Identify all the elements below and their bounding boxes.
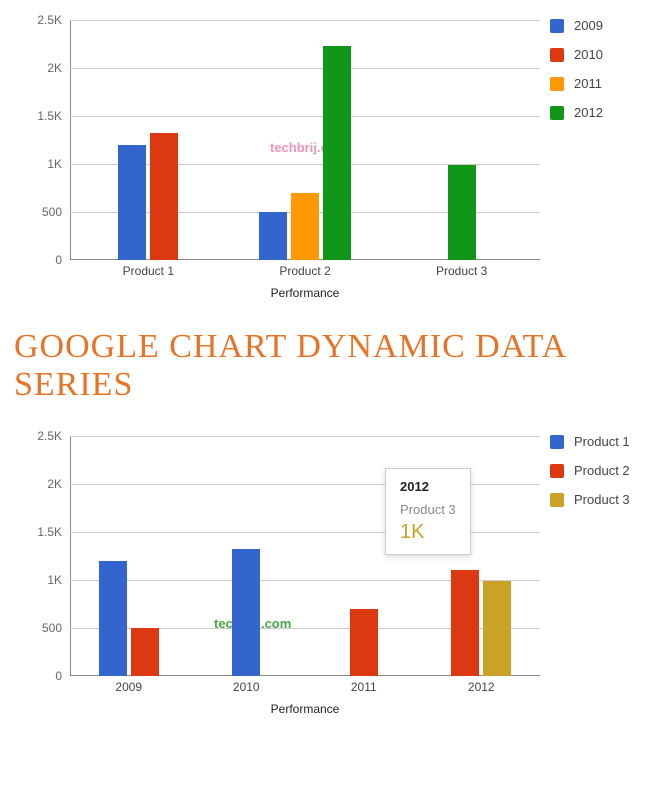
xtick-label: 2009 <box>115 680 142 694</box>
xaxis-label-2: Performance <box>70 702 540 716</box>
ytick-label: 0 <box>10 669 62 683</box>
ytick-label: 0 <box>10 253 62 267</box>
ytick-label: 2K <box>10 477 62 491</box>
legend-item[interactable]: Product 2 <box>550 463 650 478</box>
xtick-label: 2011 <box>351 680 377 694</box>
legend-swatch <box>550 106 564 120</box>
xtick-label: 2012 <box>468 680 495 694</box>
bar[interactable] <box>118 145 146 260</box>
legend-label: Product 1 <box>574 434 630 449</box>
grid-line <box>70 436 540 437</box>
legend-label: 2009 <box>574 18 603 33</box>
legend-swatch <box>550 435 564 449</box>
bar[interactable] <box>131 628 159 676</box>
title-banner: GOOGLE CHART DYNAMIC DATA SERIES <box>14 328 652 404</box>
legend-item[interactable]: Product 3 <box>550 492 650 507</box>
legend-item[interactable]: 2009 <box>550 18 650 33</box>
bar[interactable] <box>99 561 127 676</box>
xtick-label: Product 3 <box>436 264 487 278</box>
xtick-label: 2010 <box>233 680 260 694</box>
ytick-label: 1K <box>10 157 62 171</box>
legend-label: Product 2 <box>574 463 630 478</box>
legend-swatch <box>550 464 564 478</box>
legend-swatch <box>550 77 564 91</box>
ytick-label: 1.5K <box>10 109 62 123</box>
grid-line <box>70 68 540 69</box>
ytick-label: 2K <box>10 61 62 75</box>
legend-1: 2009 2010 2011 2012 <box>550 18 650 134</box>
tooltip: 2012 Product 3 1K <box>385 468 471 555</box>
ytick-label: 2.5K <box>10 13 62 27</box>
legend-label: 2012 <box>574 105 603 120</box>
grid-line <box>70 20 540 21</box>
tooltip-title: 2012 <box>400 479 456 494</box>
bar[interactable] <box>323 46 351 260</box>
bar[interactable] <box>232 549 260 676</box>
legend-item[interactable]: Product 1 <box>550 434 650 449</box>
legend-swatch <box>550 19 564 33</box>
legend-item[interactable]: 2010 <box>550 47 650 62</box>
legend-label: Product 3 <box>574 492 630 507</box>
bar[interactable] <box>483 581 511 676</box>
legend-label: 2011 <box>574 76 602 91</box>
chart-1: 2009201020112012 techbrij.com Performanc… <box>10 10 650 310</box>
legend-swatch <box>550 493 564 507</box>
bar[interactable] <box>448 165 476 260</box>
bar[interactable] <box>291 193 319 260</box>
ytick-label: 1.5K <box>10 525 62 539</box>
legend-item[interactable]: 2012 <box>550 105 650 120</box>
bar[interactable] <box>150 133 178 260</box>
grid-line <box>70 116 540 117</box>
xaxis-label-1: Performance <box>70 286 540 300</box>
ytick-label: 500 <box>10 205 62 219</box>
legend-swatch <box>550 48 564 62</box>
bar[interactable] <box>451 570 479 676</box>
tooltip-label: Product 3 <box>400 502 456 517</box>
bar[interactable] <box>259 212 287 260</box>
legend-item[interactable]: 2011 <box>550 76 650 91</box>
ytick-label: 500 <box>10 621 62 635</box>
legend-2: Product 1 Product 2 Product 3 <box>550 434 650 521</box>
tooltip-value: 1K <box>400 521 456 544</box>
ytick-label: 1K <box>10 573 62 587</box>
legend-label: 2010 <box>574 47 603 62</box>
xtick-label: Product 2 <box>279 264 330 278</box>
xtick-label: Product 1 <box>123 264 174 278</box>
bar[interactable] <box>350 609 378 676</box>
ytick-label: 2.5K <box>10 429 62 443</box>
chart-2: Product 1Product 2Product 3 techbrij.com… <box>10 426 650 726</box>
